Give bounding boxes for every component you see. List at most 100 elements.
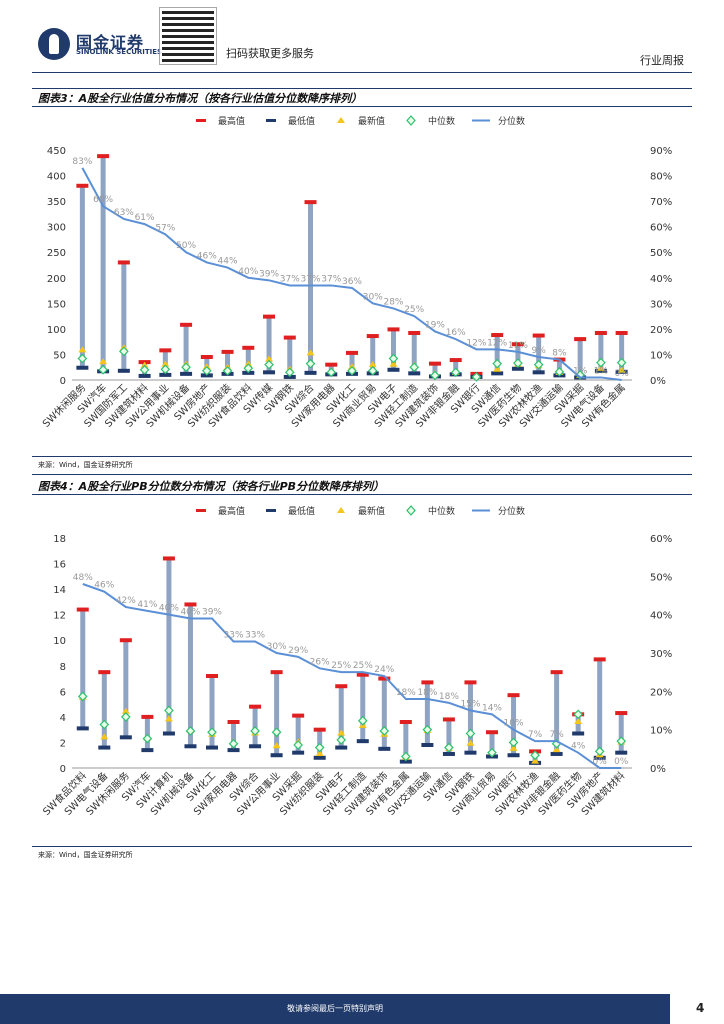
- fig3-range-bar: [370, 336, 376, 374]
- fig3-percentile-label: 25%: [404, 305, 424, 315]
- fig3-y-tick: 400: [47, 172, 66, 183]
- fig3-median-marker: [201, 365, 212, 376]
- fig4-percentile-label: 18%: [439, 692, 459, 702]
- fig4-top-rule: [32, 474, 692, 475]
- fig4-median-marker: [142, 733, 153, 744]
- fig4-max-marker: [378, 676, 391, 681]
- fig4-percentile-label: 33%: [245, 631, 265, 641]
- fig3-y-tick: 450: [47, 146, 66, 157]
- fig3-percentile-label: 12%: [466, 338, 486, 348]
- fig3-latest-marker: [368, 361, 377, 368]
- fig3-median-marker: [616, 357, 627, 368]
- fig4-y-tick: 18: [53, 534, 66, 545]
- fig3-y2-tick: 30%: [650, 299, 672, 310]
- fig3-title-rule: [32, 106, 692, 107]
- fig3-legend-max-marker: [196, 119, 206, 122]
- fig3-min-marker: [532, 370, 545, 375]
- fig4-min-marker: [141, 748, 154, 753]
- fig3-legend-min-marker: [266, 119, 276, 122]
- fig3-percentile-label: 11%: [508, 341, 528, 351]
- fig3-max-marker: [346, 350, 358, 355]
- fig4-median-marker: [207, 727, 217, 738]
- fig3-max-marker: [408, 330, 421, 335]
- fig4-percentile-label: 33%: [224, 631, 244, 641]
- figure3-legend: 最高值 最低值 最新值 中位数 分位数: [0, 114, 724, 131]
- fig3-median-marker: [160, 364, 171, 375]
- fig3-range-bar: [515, 344, 521, 369]
- fig3-min-marker: [408, 371, 421, 376]
- fig4-range-bar: [231, 722, 237, 751]
- fig3-max-marker: [325, 362, 338, 367]
- fig3-percentile-label: 1%: [594, 366, 609, 376]
- fig3-median-marker: [139, 364, 150, 375]
- fig3-median-marker: [181, 362, 191, 373]
- qr-code-icon[interactable]: [159, 7, 217, 65]
- fig3-percentile-label: 8%: [552, 349, 567, 359]
- fig3-percentile-label: 44%: [218, 257, 238, 267]
- fig4-percentile-label: 7%: [549, 730, 564, 740]
- fig4-latest-marker: [574, 718, 583, 724]
- fig3-legend-svg: 最高值 最低值 最新值 中位数 分位数: [196, 115, 525, 127]
- fig3-median-marker: [98, 364, 108, 375]
- fig3-range-bar: [453, 360, 459, 375]
- fig4-median-marker: [422, 724, 433, 735]
- fig3-latest-marker: [140, 361, 149, 368]
- fig3-latest-marker: [161, 360, 170, 367]
- fig3-y2-tick: 90%: [650, 146, 672, 157]
- fig3-y2-tick: 20%: [650, 325, 672, 336]
- fig3-y-tick: 200: [47, 274, 66, 285]
- fig4-percentile-label: 26%: [310, 657, 330, 667]
- fig4-median-marker: [530, 750, 540, 761]
- fig4-median-marker: [465, 728, 476, 739]
- fig3-percentile-label: 68%: [93, 195, 113, 205]
- fig4-latest-marker: [315, 749, 324, 756]
- fig3-latest-marker: [99, 358, 108, 365]
- fig4-latest-marker: [509, 744, 518, 751]
- fig3-latest-marker: [389, 360, 398, 367]
- fig4-median-marker: [616, 736, 627, 747]
- header-divider: [32, 72, 692, 73]
- fig4-legend-min-marker: [266, 509, 276, 512]
- fig4-max-marker: [313, 727, 326, 732]
- fig3-legend-label: 分位数: [498, 115, 525, 127]
- fig4-range-bar: [381, 678, 387, 749]
- fig4-latest-marker: [337, 729, 346, 736]
- fig3-percentile-label: 40%: [238, 267, 258, 277]
- fig3-latest-marker: [78, 346, 87, 353]
- section-tag: 行业周报: [640, 54, 684, 67]
- figure4-legend: 最高值 最低值 最新值 中位数 分位数: [0, 504, 724, 521]
- fig3-y2-tick: 40%: [650, 274, 672, 285]
- fig4-latest-marker: [272, 742, 281, 749]
- fig3-percentile-label: 12%: [487, 338, 507, 348]
- fig4-percentile-label: 29%: [288, 646, 308, 656]
- fig4-range-bar: [554, 672, 560, 754]
- fig3-max-marker: [117, 260, 130, 265]
- fig3-range-bar: [536, 335, 542, 373]
- fig3-percentile-line: [81, 167, 622, 381]
- fig4-percentile-label: 25%: [353, 661, 373, 671]
- fig3-top-rule: [32, 88, 692, 89]
- fig4-min-marker: [119, 735, 132, 740]
- fig3-median-marker: [492, 358, 503, 369]
- fig4-latest-marker: [552, 746, 561, 753]
- fig3-y-tick: 50: [53, 350, 66, 361]
- fig4-max-marker: [98, 670, 111, 675]
- fig4-y-tick: 10: [53, 636, 66, 647]
- fig3-percentile-label: 9%: [532, 346, 547, 356]
- fig4-min-marker: [98, 745, 111, 750]
- fig3-max-marker: [449, 358, 462, 363]
- fig3-latest-marker: [617, 366, 626, 373]
- fig4-percentile-label: 40%: [180, 608, 200, 618]
- fig3-max-marker: [532, 333, 545, 338]
- page-footer: 敬请参阅最后一页特别声明: [0, 994, 724, 1024]
- fig4-max-marker: [356, 672, 369, 677]
- fig4-percentile-label: 42%: [116, 596, 136, 606]
- fig3-max-marker: [283, 335, 296, 340]
- fig3-legend-label: 最新值: [358, 115, 385, 127]
- fig3-y2-tick: 80%: [650, 172, 672, 183]
- fig4-percentile-label: 41%: [137, 600, 157, 610]
- fig3-max-marker: [263, 314, 276, 319]
- fig4-min-marker: [442, 751, 455, 756]
- fig4-y2-tick: 40%: [650, 611, 672, 622]
- fig4-y2-tick: 50%: [650, 572, 672, 583]
